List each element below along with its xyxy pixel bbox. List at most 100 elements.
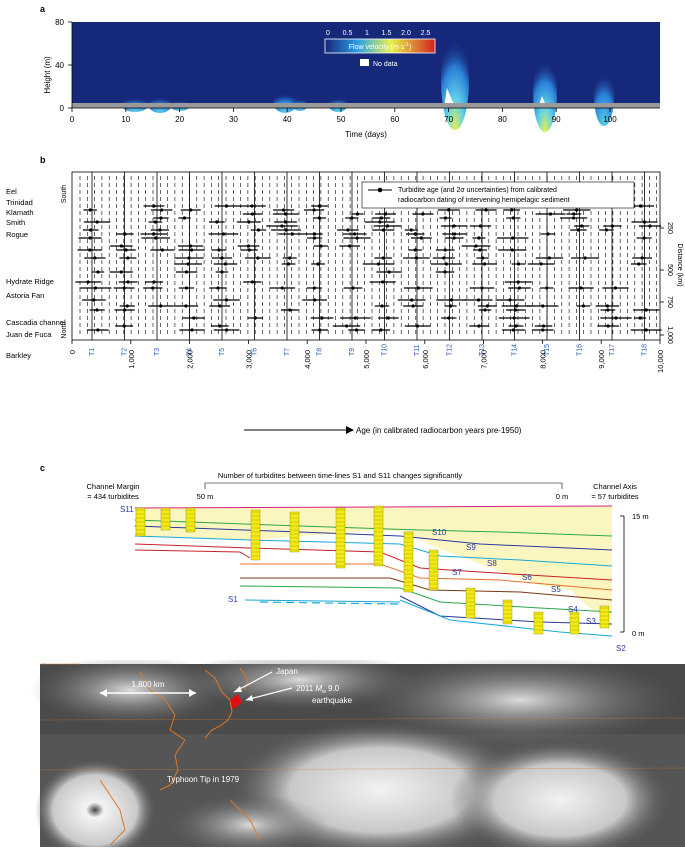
turbidite-age-point	[547, 256, 552, 260]
core-log	[502, 599, 513, 625]
turbidite-age-point	[123, 232, 127, 236]
event-label: T5	[219, 348, 226, 356]
turbidite-age-point	[511, 328, 516, 332]
turbidite-age-point	[443, 216, 448, 220]
turbidite-age-point	[351, 286, 355, 290]
panel-a-ytick: 80	[55, 18, 64, 27]
turbidite-age-point	[350, 216, 354, 220]
typhoon-label: Typhoon Tip in 1979	[167, 775, 240, 784]
core-log	[533, 611, 544, 635]
channel-axis-line2: = 57 turbidites	[591, 492, 639, 501]
colorbar-tick: 2.5	[421, 30, 431, 37]
earthquake-marker	[230, 694, 242, 710]
turbidite-age-point	[410, 298, 414, 302]
turbidite-age-point	[516, 262, 521, 266]
turbidite-age-point	[610, 224, 614, 228]
timeline-label: S8	[487, 559, 497, 568]
turbidite-age-point	[512, 316, 516, 320]
turbidite-age-point	[640, 256, 644, 260]
panel-a-xtick: 90	[552, 115, 561, 124]
turbidite-age-point	[318, 328, 322, 332]
turbidite-age-point	[92, 298, 96, 302]
turbidite-age-point	[158, 228, 162, 232]
turbidite-age-point	[344, 324, 349, 328]
channel-margin-line1: Channel Margin	[87, 482, 140, 491]
earthquake-label-2: earthquake	[312, 696, 353, 705]
age-tick: 2,000	[186, 350, 195, 369]
turbidite-age-point	[346, 228, 350, 232]
turbidite-age-point	[579, 286, 583, 290]
event-label: T1	[89, 348, 96, 356]
panel-a-xtick: 0	[70, 115, 75, 124]
turbidite-age-point	[88, 236, 92, 240]
timeline	[244, 599, 401, 603]
timelines	[134, 505, 613, 637]
turbidite-age-point	[539, 262, 543, 266]
turbidite-age-point	[613, 286, 618, 290]
age-tick: 8,000	[538, 350, 547, 369]
event-labels: T1 T2 T3 T4 T5 T6 T7 T8 T9 T10 T11 T12 T13 T14 T15 T16 T…	[89, 344, 649, 356]
turbidite-age-point	[514, 324, 518, 328]
turbidite-age-point	[126, 280, 130, 284]
turbidite-age-point	[480, 256, 485, 260]
core-log	[569, 611, 580, 635]
turbidite-age-point	[541, 324, 546, 328]
colorbar	[324, 38, 436, 54]
turbidite-age-point	[478, 224, 483, 228]
turbidite-age-point	[638, 204, 642, 208]
turbidite-age-point	[282, 208, 286, 212]
site-label: Barkley	[6, 351, 31, 360]
turbidite-age-point	[152, 280, 156, 284]
panel-a-xlabel: Time (days)	[345, 130, 387, 139]
turbidite-age-point	[517, 286, 522, 290]
turbidite-age-point	[218, 304, 222, 308]
turbidite-age-point	[449, 298, 454, 302]
core-log	[599, 605, 610, 629]
turbidite-age-point	[606, 324, 610, 328]
core-log	[289, 511, 300, 553]
panel-a-xtick: 60	[390, 115, 399, 124]
turbidite-age-point	[415, 324, 420, 328]
panel-b: b South North Eel Trinidad Klamath Smith Rog…	[0, 150, 685, 440]
turbidite-age-point	[572, 216, 576, 220]
panel-a-xtick: 40	[283, 115, 292, 124]
turbidite-age-point	[477, 324, 481, 328]
turbidite-age-point	[124, 248, 128, 252]
age-axis: 0 1,000 2,000 3,000 4,000 5,000 6,000 7,000 8,00…	[68, 340, 665, 373]
turbidite-age-point	[511, 216, 515, 220]
turbidite-age-point	[95, 308, 99, 312]
nodata-label: No data	[373, 61, 398, 68]
turbidite-age-point	[284, 212, 288, 216]
turbidite-age-point	[448, 304, 453, 308]
age-tick: 0	[68, 350, 77, 354]
turbidite-age-point	[154, 236, 158, 240]
site-label: Smith	[6, 218, 25, 227]
distance-tick: 750	[666, 296, 673, 308]
turbidite-age-point	[320, 316, 324, 320]
panel-a-ytick: 0	[60, 104, 65, 113]
turbidite-age-point	[541, 304, 545, 308]
legend-text-2: radiocarbon dating of intervening hemipe…	[398, 197, 570, 204]
turbidite-age-point	[250, 204, 254, 208]
turbidite-age-point	[513, 308, 518, 312]
turbidite-age-point	[159, 216, 163, 220]
turbidite-age-point	[383, 212, 388, 216]
earthquake-label: 2011 Mw 9.0	[296, 684, 340, 695]
turbidite-age-point	[313, 298, 317, 302]
timeline-label: S6	[522, 573, 532, 582]
turbidite-age-point	[381, 280, 385, 284]
event-label: T9	[349, 348, 356, 356]
event-label: T18	[642, 344, 649, 356]
turbidite-age-point	[447, 316, 451, 320]
site-label: Klamath	[6, 208, 34, 217]
core-log	[428, 549, 439, 591]
panel-c-title: Number of turbidites between time-lines …	[218, 471, 462, 480]
turbidite-age-point	[353, 316, 357, 320]
panel-b-legend	[361, 181, 635, 209]
panel-a-xtick: 80	[498, 115, 507, 124]
event-label: T12	[447, 344, 454, 356]
event-label: T2	[122, 348, 129, 356]
turbidite-age-point	[317, 216, 322, 220]
